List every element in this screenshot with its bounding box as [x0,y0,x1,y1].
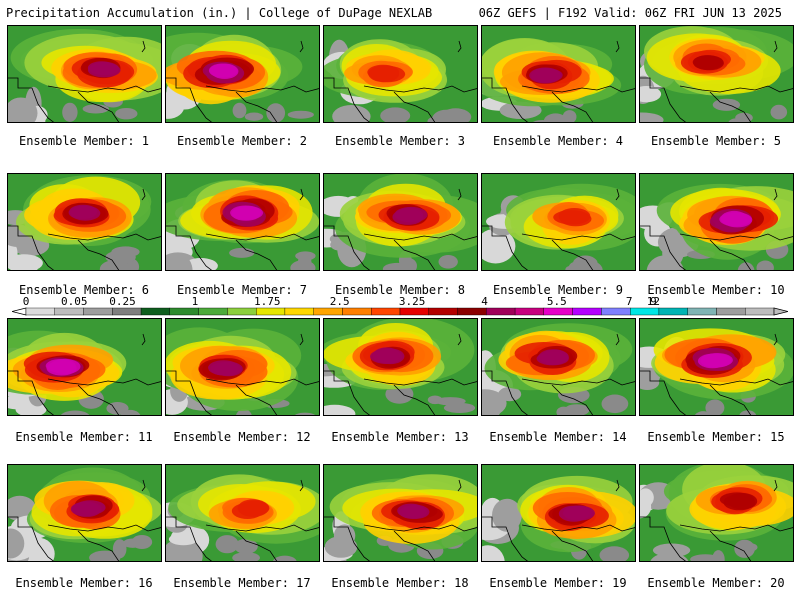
member-caption-4: Ensemble Member: 4 [492,134,624,148]
valid-time-label: 06Z GEFS | F192 Valid: 06Z FRI JUN 13 20… [478,6,782,20]
member-caption-14: Ensemble Member: 14 [489,430,627,444]
member-caption-2: Ensemble Member: 2 [176,134,308,148]
colorbar-swatch [284,307,314,316]
colorbar-swatch [572,307,602,316]
colorbar-swatch [428,307,458,316]
colorbar-swatch [140,307,171,316]
member-caption-9: Ensemble Member: 9 [492,283,624,297]
precip-colorbar: 0 0.05 0.25 1 1.75 2.5 3.25 4 5.5 7 912 [12,296,788,316]
member-caption-15: Ensemble Member: 15 [647,430,785,444]
colorbar-swatch [601,307,631,316]
colorbar-swatch [255,307,286,316]
colorbar-swatch [313,307,343,316]
member-map-17 [165,464,320,562]
member-map-12 [165,318,320,416]
member-map-8 [323,173,478,271]
member-caption-17: Ensemble Member: 17 [173,576,311,590]
colorbar-tick-label: 4 [481,296,488,308]
member-caption-7: Ensemble Member: 7 [176,283,308,297]
colorbar-tick-label: 9 [650,296,657,308]
member-caption-8: Ensemble Member: 8 [334,283,466,297]
member-caption-11: Ensemble Member: 11 [15,430,153,444]
colorbar-tick-label: 0 [23,296,30,308]
member-map-4 [481,25,636,123]
member-caption-10: Ensemble Member: 10 [647,283,785,297]
colorbar-tick-label: 0.05 [61,296,88,308]
colorbar-tick-label: 7 [626,296,633,308]
colorbar-swatch [514,307,545,316]
member-caption-13: Ensemble Member: 13 [331,430,469,444]
colorbar-swatch [371,307,401,316]
colorbar-swatch [399,307,429,316]
colorbar-right-arrow [773,307,788,316]
member-map-6 [7,173,162,271]
colorbar-swatch [54,307,84,316]
member-caption-3: Ensemble Member: 3 [334,134,466,148]
member-map-1 [7,25,162,123]
colorbar-swatch [25,307,55,316]
colorbar-swatch [630,307,660,316]
member-map-20 [639,464,794,562]
member-caption-20: Ensemble Member: 20 [647,576,785,590]
member-caption-1: Ensemble Member: 1 [18,134,150,148]
colorbar-tick-label: 2.5 [330,296,350,308]
colorbar-swatch [486,307,516,316]
member-map-3 [323,25,478,123]
member-caption-6: Ensemble Member: 6 [18,283,150,297]
colorbar-swatch [227,307,257,316]
colorbar-tick-label: 1.75 [254,296,281,308]
member-map-14 [481,318,636,416]
colorbar-swatch [198,307,228,316]
member-map-13 [323,318,478,416]
member-map-15 [639,318,794,416]
member-map-5 [639,25,794,123]
member-caption-5: Ensemble Member: 5 [650,134,782,148]
colorbar-swatch [83,307,113,316]
colorbar-swatch [543,307,573,316]
member-caption-18: Ensemble Member: 18 [331,576,469,590]
colorbar-swatch [169,307,199,316]
colorbar-tick-label: 12 [647,296,660,308]
member-map-19 [481,464,636,562]
colorbar-swatch [457,307,487,316]
colorbar-swatch [687,307,717,316]
member-map-18 [323,464,478,562]
member-map-11 [7,318,162,416]
colorbar-left-arrow [12,307,27,316]
member-map-9 [481,173,636,271]
colorbar-swatch [745,307,775,316]
colorbar-swatch [342,307,372,316]
member-map-10 [639,173,794,271]
member-caption-16: Ensemble Member: 16 [15,576,153,590]
member-caption-19: Ensemble Member: 19 [489,576,627,590]
member-map-2 [165,25,320,123]
colorbar-tick-label: 3.25 [399,296,426,308]
colorbar-swatch [658,307,688,316]
colorbar-swatch [716,307,746,316]
colorbar-tick-label: 1 [192,296,199,308]
page-title: Precipitation Accumulation (in.) | Colle… [6,6,433,20]
member-map-7 [165,173,320,271]
member-caption-12: Ensemble Member: 12 [173,430,311,444]
colorbar-swatch [112,307,142,316]
member-map-16 [7,464,162,562]
colorbar-tick-label: 0.25 [109,296,136,308]
colorbar-tick-label: 5.5 [547,296,567,308]
